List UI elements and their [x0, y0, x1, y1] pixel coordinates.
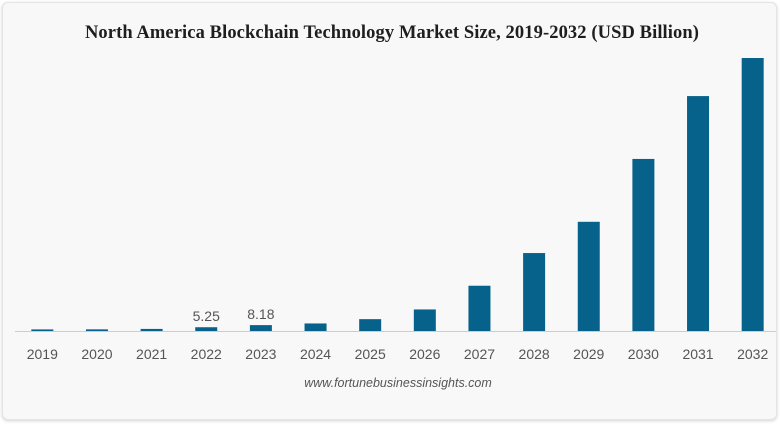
bar-2028: [523, 253, 546, 331]
x-tick-label-2030: 2030: [628, 346, 659, 362]
source-url: www.fortunebusinessinsights.com: [304, 376, 492, 390]
bar-2029: [577, 221, 600, 331]
data-label-2023: 8.18: [247, 306, 274, 322]
bar-2022: [195, 327, 218, 331]
bar-2032: [741, 58, 764, 331]
x-tick-label-2019: 2019: [27, 346, 58, 362]
bar-2023: [249, 325, 272, 331]
bar-chart: 2019 2020 2021 5.25 2022 8.18 2023 2024 2025 2026…: [15, 58, 776, 362]
x-tick-label-2025: 2025: [355, 346, 386, 362]
chart-card: North America Blockchain Technology Mark…: [2, 2, 777, 420]
data-label-2022: 5.25: [193, 308, 220, 324]
bar-2030: [632, 158, 655, 331]
x-tick-label-2022: 2022: [191, 346, 222, 362]
bar-2026: [413, 309, 436, 331]
x-tick-label-2020: 2020: [81, 346, 112, 362]
bar-2019: [31, 329, 54, 331]
x-tick-label-2031: 2031: [682, 346, 713, 362]
x-tick-label-2028: 2028: [519, 346, 550, 362]
bar-2024: [304, 323, 327, 331]
x-tick-label-2023: 2023: [245, 346, 276, 362]
x-tick-label-2026: 2026: [409, 346, 440, 362]
x-tick-label-2027: 2027: [464, 346, 495, 362]
x-tick-label-2032: 2032: [737, 346, 768, 362]
bar-2020: [85, 329, 108, 331]
bar-2021: [140, 328, 163, 331]
bar-2031: [687, 96, 710, 331]
x-tick-label-2021: 2021: [136, 346, 167, 362]
x-tick-label-2024: 2024: [300, 346, 331, 362]
bar-2025: [359, 319, 382, 331]
x-tick-label-2029: 2029: [573, 346, 604, 362]
chart-title: North America Blockchain Technology Mark…: [84, 23, 700, 43]
bar-2027: [468, 285, 491, 331]
